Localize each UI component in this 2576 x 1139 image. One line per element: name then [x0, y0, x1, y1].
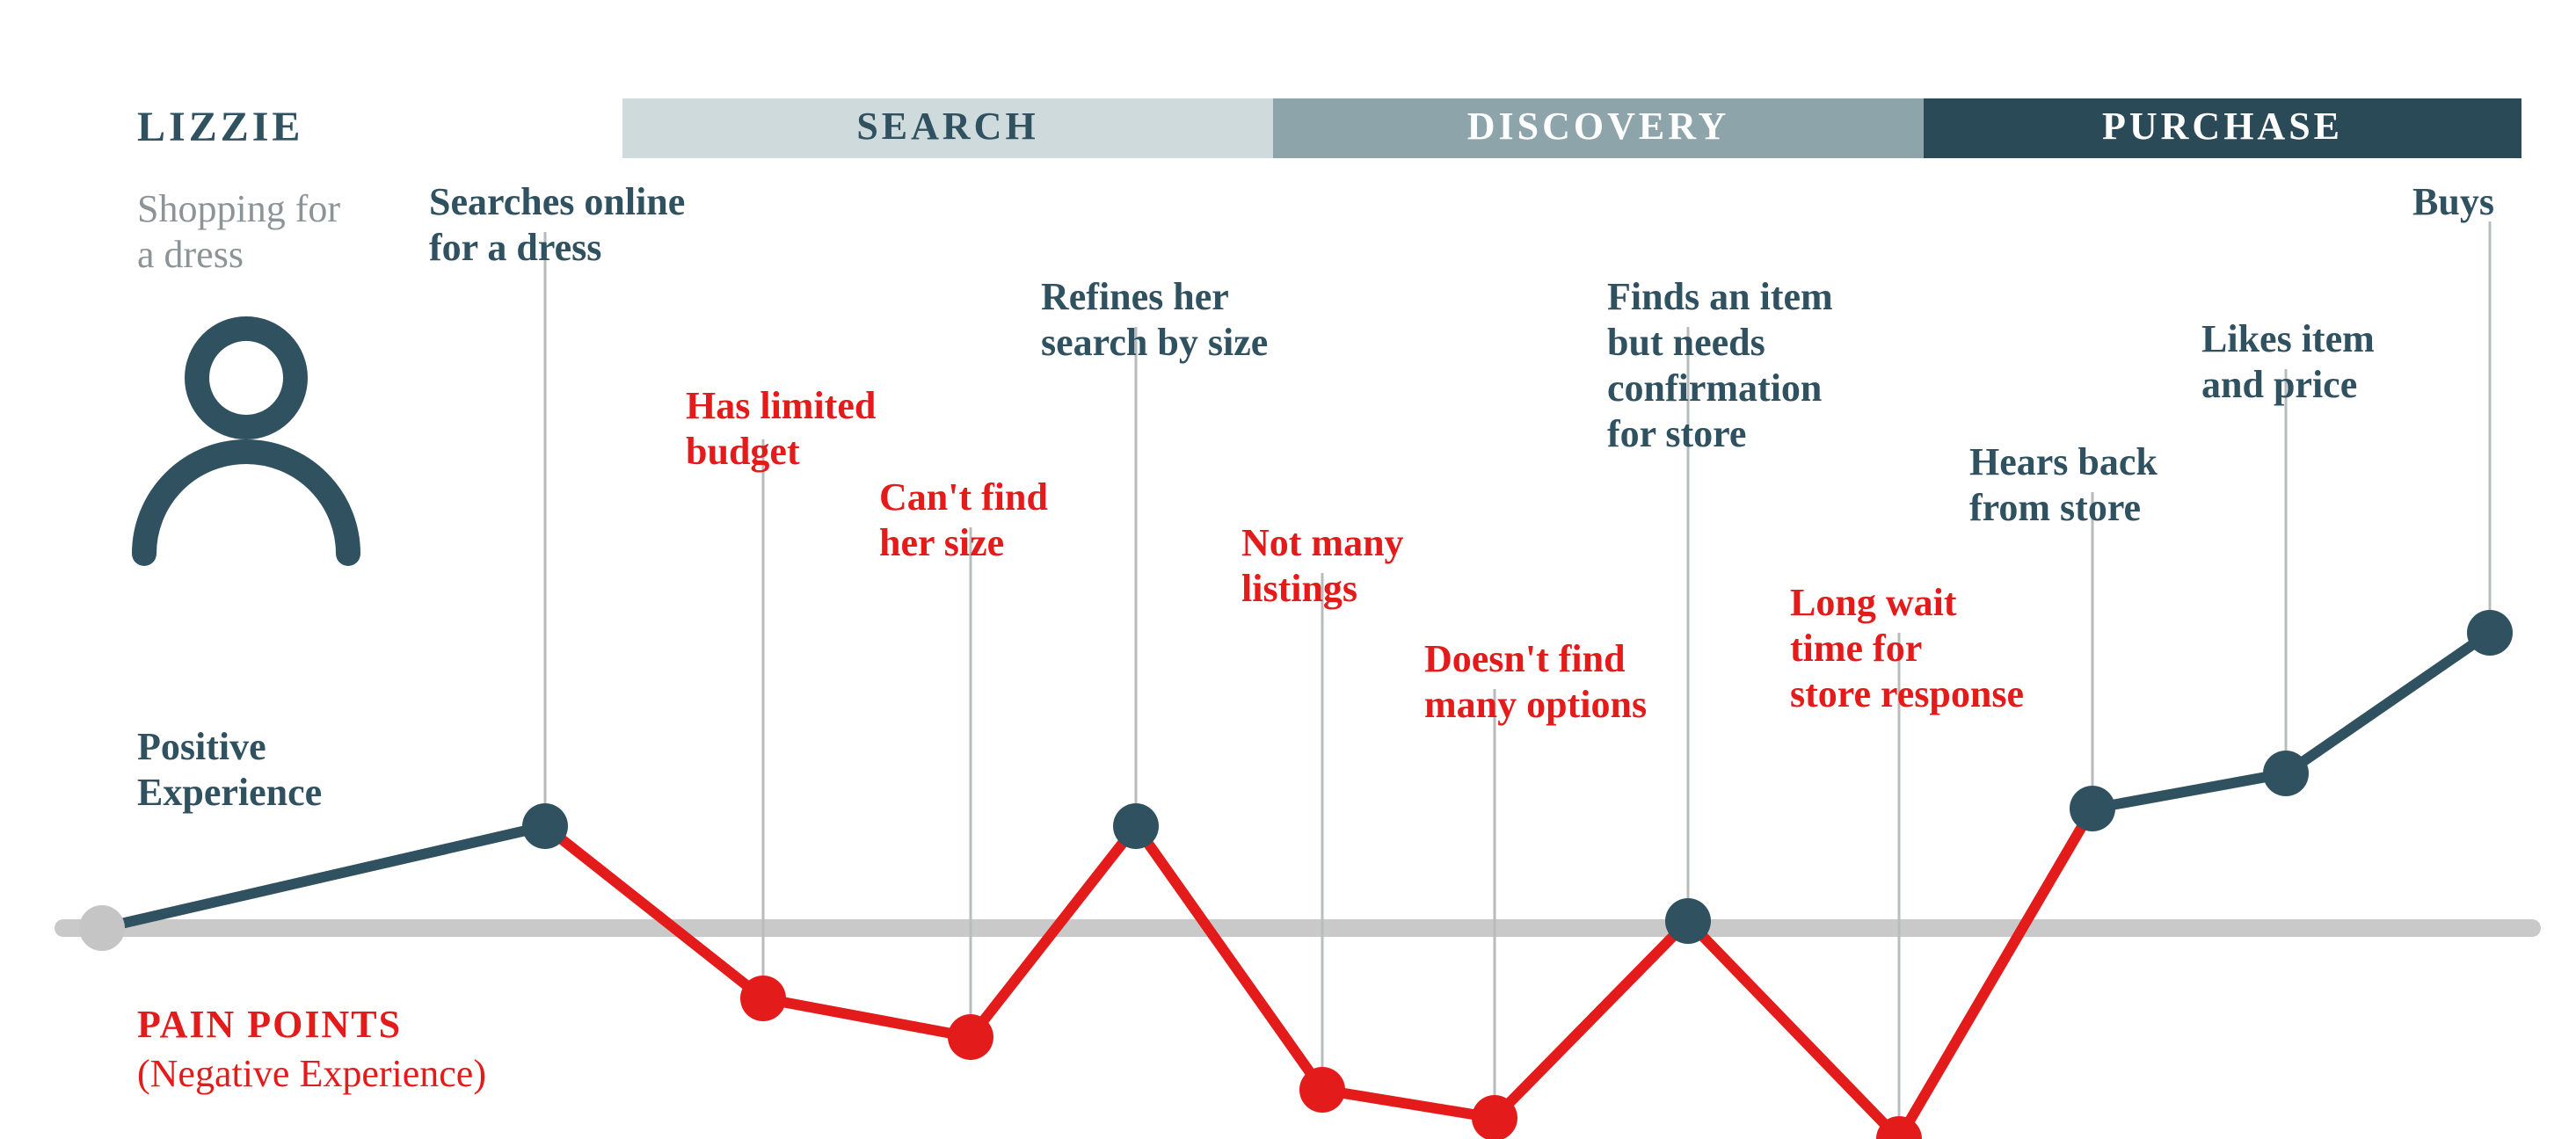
- pain-dot: [1299, 1067, 1345, 1113]
- phase-search: SEARCH: [622, 98, 1273, 158]
- pain-point-label: Has limitedbudget: [686, 384, 876, 473]
- phase-purchase: PURCHASE: [1924, 98, 2521, 158]
- start-dot: [79, 905, 125, 951]
- journey-segment: [1136, 826, 1322, 1090]
- phase-label: PURCHASE: [2102, 105, 2343, 148]
- touchpoint-label: Likes itemand price: [2201, 317, 2375, 406]
- positive-dot: [2467, 610, 2513, 656]
- journey-segment: [1899, 809, 2092, 1139]
- positive-dot: [2263, 751, 2309, 796]
- phase-label: DISCOVERY: [1467, 105, 1730, 148]
- legend-positive-line1: Positive: [137, 725, 266, 768]
- pain-dot: [740, 976, 786, 1021]
- positive-dot: [2070, 786, 2115, 831]
- pain-dot: [948, 1014, 993, 1060]
- legend-pain-subtitle: (Negative Experience): [137, 1052, 486, 1095]
- person-icon: [144, 329, 348, 554]
- touchpoint-label: Hears backfrom store: [1969, 440, 2158, 529]
- positive-dot: [522, 803, 568, 849]
- journey-segment: [1688, 921, 1899, 1139]
- pain-point-label: Not manylistings: [1241, 521, 1404, 610]
- phase-label: SEARCH: [856, 105, 1038, 148]
- persona-name: LIZZIE: [137, 104, 303, 150]
- pain-point-label: Doesn't findmany options: [1424, 637, 1647, 726]
- legend-positive-line2: Experience: [137, 771, 322, 814]
- journey-segment: [2286, 633, 2490, 773]
- phase-discovery: DISCOVERY: [1273, 98, 1924, 158]
- journey-segment: [545, 826, 763, 998]
- journey-segment: [102, 826, 545, 928]
- positive-dot: [1665, 898, 1711, 944]
- touchpoint-label: Searches onlinefor a dress: [429, 180, 685, 269]
- touchpoint-label: Refines hersearch by size: [1041, 275, 1268, 364]
- journey-segment: [1322, 1090, 1495, 1118]
- journey-map: SEARCH DISCOVERY PURCHASE LIZZIE Shopping fo…: [0, 0, 2576, 1139]
- persona-subtitle-line1: Shopping for: [137, 187, 340, 230]
- persona-subtitle-line2: a dress: [137, 233, 244, 276]
- persona: LIZZIE Shopping fora dress: [137, 104, 348, 554]
- pain-point-label: Long waittime forstore response: [1790, 581, 2024, 715]
- phase-bars: SEARCH DISCOVERY PURCHASE: [622, 98, 2521, 158]
- pain-dot: [1472, 1095, 1517, 1139]
- journey-segment: [1495, 921, 1688, 1118]
- positive-dot: [1113, 803, 1159, 849]
- journey-segment: [2092, 773, 2286, 809]
- legend-pain-title: PAIN POINTS: [137, 1003, 402, 1046]
- journey-segment: [763, 998, 971, 1037]
- touchpoint-label: Finds an itembut needsconfirmationfor st…: [1607, 275, 1833, 455]
- touchpoint-label: Buys: [2412, 180, 2494, 223]
- pain-point-label: Can't findher size: [879, 475, 1048, 564]
